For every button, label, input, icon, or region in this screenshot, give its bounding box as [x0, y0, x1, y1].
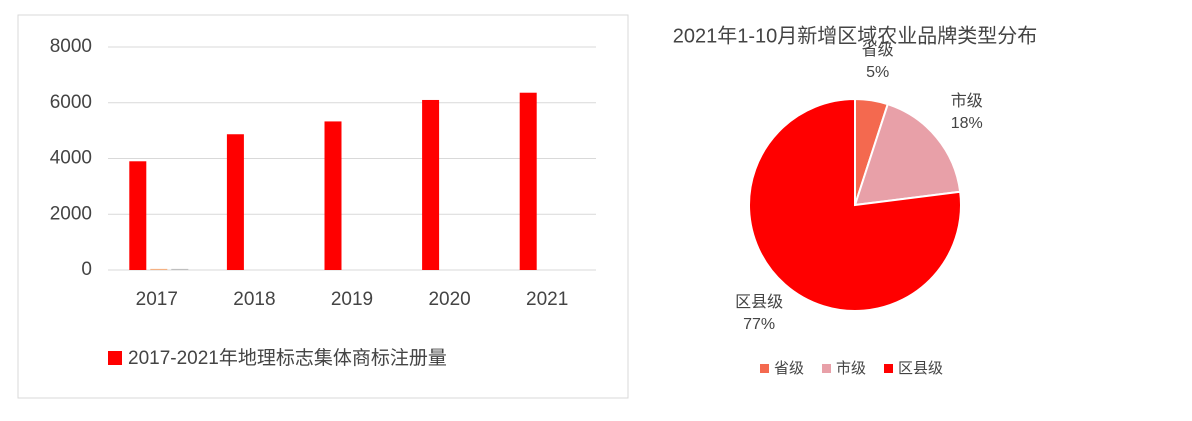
slice-label: 省级: [862, 41, 894, 59]
legend-label: 市级: [836, 360, 866, 377]
y-tick-label: 2000: [50, 203, 92, 224]
slice-label: 区县级: [735, 293, 783, 311]
slice-label: 市级: [951, 92, 983, 110]
legend-swatch: [760, 364, 769, 373]
chart-title: 2021年1-10月新增区域农业品牌类型分布: [673, 24, 1038, 47]
y-tick-label: 6000: [50, 92, 92, 113]
bar: [171, 268, 189, 270]
slice-value-label: 18%: [951, 115, 983, 132]
y-tick-label: 8000: [50, 36, 92, 57]
x-tick-label: 2017: [136, 289, 178, 310]
legend-label: 区县级: [898, 360, 943, 377]
pie-slice: [853, 102, 962, 207]
bar: [129, 161, 147, 270]
y-tick-label: 4000: [50, 148, 92, 169]
bar: [324, 121, 342, 271]
pie-slice: [748, 97, 962, 312]
bar: [422, 99, 440, 271]
chart-frame: [17, 14, 629, 399]
bar: [226, 134, 244, 270]
x-tick-label: 2021: [526, 289, 568, 310]
bar: [150, 268, 168, 270]
x-tick-label: 2020: [428, 289, 470, 310]
legend-swatch: [884, 364, 893, 373]
y-tick-label: 0: [81, 259, 92, 280]
legend-label: 省级: [774, 360, 804, 377]
legend-swatch: [108, 351, 122, 365]
bar: [519, 92, 537, 270]
legend-label: 2017-2021年地理标志集体商标注册量: [128, 347, 447, 369]
slice-value-label: 77%: [743, 316, 775, 333]
legend-swatch: [822, 364, 831, 373]
x-tick-label: 2018: [233, 289, 275, 310]
x-tick-label: 2019: [331, 289, 373, 310]
slice-value-label: 5%: [866, 64, 889, 81]
